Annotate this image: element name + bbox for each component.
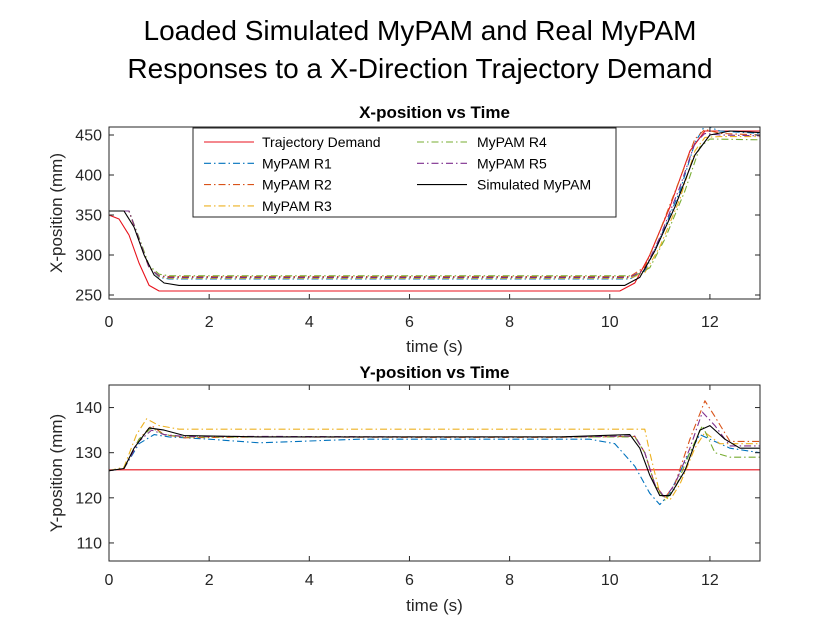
series-mypam-r5-line [109, 132, 760, 278]
legend-label-mypam-r4: MyPAM R4 [477, 134, 547, 150]
x-tick-label: 4 [305, 572, 314, 589]
series-simulated-mypam-line [109, 425, 760, 497]
legend-label-mypam-r5: MyPAM R5 [477, 155, 547, 171]
chart-y: Y-position vs Time 0 2 4 6 8 10 12 110 120 130 140 t… [47, 363, 761, 615]
series-simulated-mypam-line [109, 130, 760, 286]
y-tick-label: 350 [75, 208, 102, 225]
y-tick-label: 130 [75, 445, 102, 462]
chart-y-xlabel: time (s) [406, 596, 463, 615]
chart-x-xlabel: time (s) [406, 337, 463, 356]
chart-y-series-group [109, 400, 760, 506]
x-tick-label: 10 [601, 572, 619, 589]
series-mypam-r2-line [109, 400, 760, 499]
x-tick-label: 8 [505, 314, 514, 331]
series-mypam-r5-line [109, 411, 760, 499]
legend-label-trajectory-demand: Trajectory Demand [262, 134, 381, 150]
chart-y-title: Y-position vs Time [360, 363, 510, 382]
x-tick-label: 0 [105, 572, 114, 589]
legend-label-mypam-r1: MyPAM R1 [262, 155, 332, 171]
legend-label-simulated-mypam: Simulated MyPAM [477, 177, 591, 193]
chart-x-ylabel: X-position (mm) [47, 153, 66, 273]
chart-y-axes-box [108, 384, 761, 562]
x-tick-label: 8 [505, 572, 514, 589]
legend-box [192, 127, 617, 218]
chart-x-series-group [109, 127, 760, 292]
figure-title-line1: Loaded Simulated MyPAM and Real MyPAM [143, 15, 697, 46]
y-tick-label: 450 [75, 128, 102, 145]
series-mypam-r1-line [109, 434, 760, 506]
figure-title-line2: Responses to a X-Direction Trajectory De… [127, 53, 713, 84]
x-tick-label: 6 [405, 572, 414, 589]
y-tick-label: 400 [75, 168, 102, 185]
y-tick-label: 110 [76, 535, 102, 552]
legend-label-mypam-r3: MyPAM R3 [262, 198, 332, 214]
y-tick-label: 300 [75, 248, 102, 265]
y-tick-label: 250 [75, 288, 102, 305]
x-tick-label: 12 [701, 314, 719, 331]
x-tick-label: 0 [105, 314, 114, 331]
chart-y-ylabel: Y-position (mm) [47, 414, 66, 532]
x-tick-label: 2 [205, 314, 214, 331]
chart-x-axes-box [108, 126, 761, 300]
x-tick-label: 4 [305, 314, 314, 331]
y-tick-label: 120 [75, 490, 102, 507]
x-tick-label: 2 [205, 572, 214, 589]
x-tick-label: 6 [405, 314, 414, 331]
legend-label-mypam-r2: MyPAM R2 [262, 177, 332, 193]
chart-x: X-position vs Time 0 2 4 6 8 10 12 250 300 350 400 4… [47, 103, 761, 356]
x-tick-label: 10 [601, 314, 619, 331]
y-tick-label: 140 [75, 400, 102, 417]
chart-x-title: X-position vs Time [359, 103, 510, 122]
x-tick-label: 12 [701, 572, 719, 589]
series-mypam-r3-line [109, 418, 760, 501]
legend: Trajectory Demand MyPAM R1 MyPAM R2 MyPAM R… [192, 127, 617, 218]
series-mypam-r2-line [109, 128, 760, 278]
